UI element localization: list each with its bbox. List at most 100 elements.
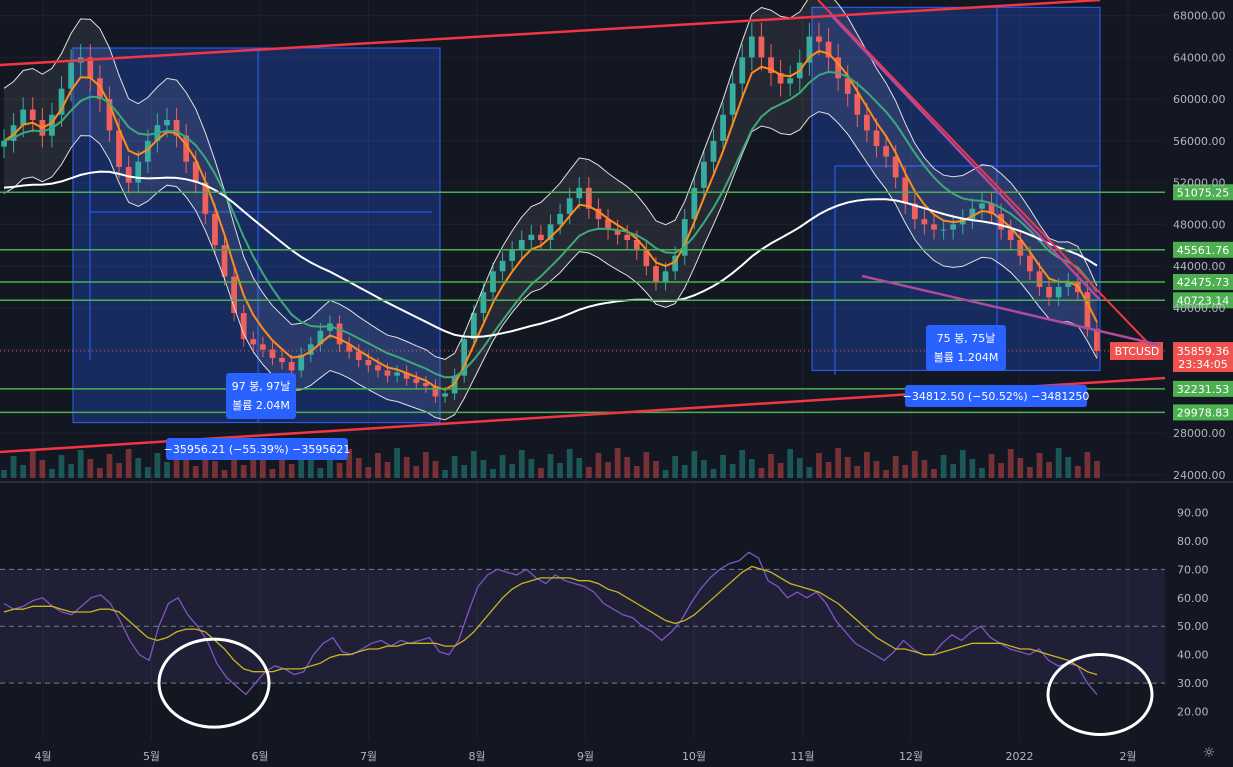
candle[interactable] [643,250,650,267]
candle[interactable] [931,224,937,230]
rsi-panel[interactable] [0,551,1165,736]
candle[interactable] [49,114,55,136]
candle[interactable] [288,362,295,371]
candle[interactable] [461,339,468,376]
candle[interactable] [20,109,27,126]
trendline-upper[interactable] [0,0,1101,67]
candle[interactable] [29,109,36,120]
candle[interactable] [653,266,659,282]
candle[interactable] [403,372,410,379]
wedge-bottom[interactable] [861,274,1161,347]
candle[interactable] [528,234,535,240]
wedge-top[interactable] [829,13,1101,301]
candle[interactable] [125,166,132,183]
candle[interactable] [212,213,218,246]
candle[interactable] [605,219,611,230]
candle[interactable] [144,140,151,162]
candle[interactable] [988,203,995,214]
price-panel[interactable] [0,0,1165,740]
candle[interactable] [672,255,679,272]
candle[interactable] [825,41,832,58]
candle[interactable] [911,203,918,220]
candle[interactable] [729,83,736,115]
candle[interactable] [202,182,209,214]
candle[interactable] [394,372,400,376]
candle[interactable] [758,36,765,58]
candle[interactable] [998,213,1004,230]
candle[interactable] [691,187,698,220]
candle[interactable] [164,120,170,126]
candle[interactable] [624,234,631,240]
candle[interactable] [1055,286,1062,298]
candle[interactable] [681,219,688,256]
candle[interactable] [269,349,276,358]
candle[interactable] [499,260,506,272]
candle[interactable] [183,135,190,162]
candle[interactable] [307,344,314,355]
candle[interactable] [720,114,726,141]
candle[interactable] [365,360,372,366]
candle[interactable] [432,386,439,397]
candle[interactable] [480,292,487,314]
candle[interactable] [585,187,592,209]
candle[interactable] [87,57,94,79]
candle[interactable] [1094,328,1100,352]
candle[interactable] [250,339,257,345]
candle[interactable] [1036,271,1043,287]
candle[interactable] [892,156,899,178]
candle[interactable] [806,36,813,63]
candle[interactable] [413,378,420,383]
candle[interactable] [979,203,985,209]
candle[interactable] [566,198,573,214]
candle[interactable] [883,146,889,157]
candle[interactable] [336,323,343,345]
candle[interactable] [346,344,353,352]
candle[interactable] [116,130,122,167]
rsi-line[interactable] [3,551,1098,696]
candle[interactable] [173,120,180,136]
candle[interactable] [576,187,583,199]
candle[interactable] [1046,286,1052,298]
measure-box-1[interactable] [72,47,441,424]
rsi-ma-line[interactable] [3,565,1098,676]
candle[interactable] [298,354,305,371]
candle[interactable] [221,245,228,277]
candle[interactable] [10,125,17,141]
candle[interactable] [135,161,142,183]
candle[interactable] [1017,240,1024,256]
candle[interactable] [58,88,65,115]
candle[interactable] [97,78,103,100]
candle[interactable] [1065,281,1072,287]
candle[interactable] [768,57,774,74]
candle[interactable] [557,213,563,225]
candle[interactable] [259,344,266,350]
candle[interactable] [777,73,784,84]
candle[interactable] [662,271,669,282]
candle[interactable] [854,93,861,115]
candle[interactable] [835,57,842,79]
candle[interactable] [1007,229,1014,240]
candle[interactable] [279,357,285,363]
candle[interactable] [375,365,381,371]
candle[interactable] [787,78,794,84]
candle[interactable] [547,224,554,240]
candle[interactable] [710,140,717,162]
candle[interactable] [509,250,516,261]
candle[interactable] [844,78,851,94]
candle[interactable] [355,351,362,360]
measure-box-2[interactable] [811,6,1101,371]
candle[interactable] [921,219,928,225]
candle[interactable] [633,240,640,251]
candle[interactable] [969,208,976,220]
candle[interactable] [538,234,544,240]
candle[interactable] [1,140,7,147]
candle[interactable] [68,62,74,89]
candle[interactable] [470,313,477,340]
candle[interactable] [739,57,746,84]
candle[interactable] [873,130,880,147]
candle[interactable] [701,161,707,188]
candle[interactable] [748,36,755,58]
candle[interactable] [192,161,199,183]
candle[interactable] [1084,292,1091,329]
candle[interactable] [595,208,602,220]
